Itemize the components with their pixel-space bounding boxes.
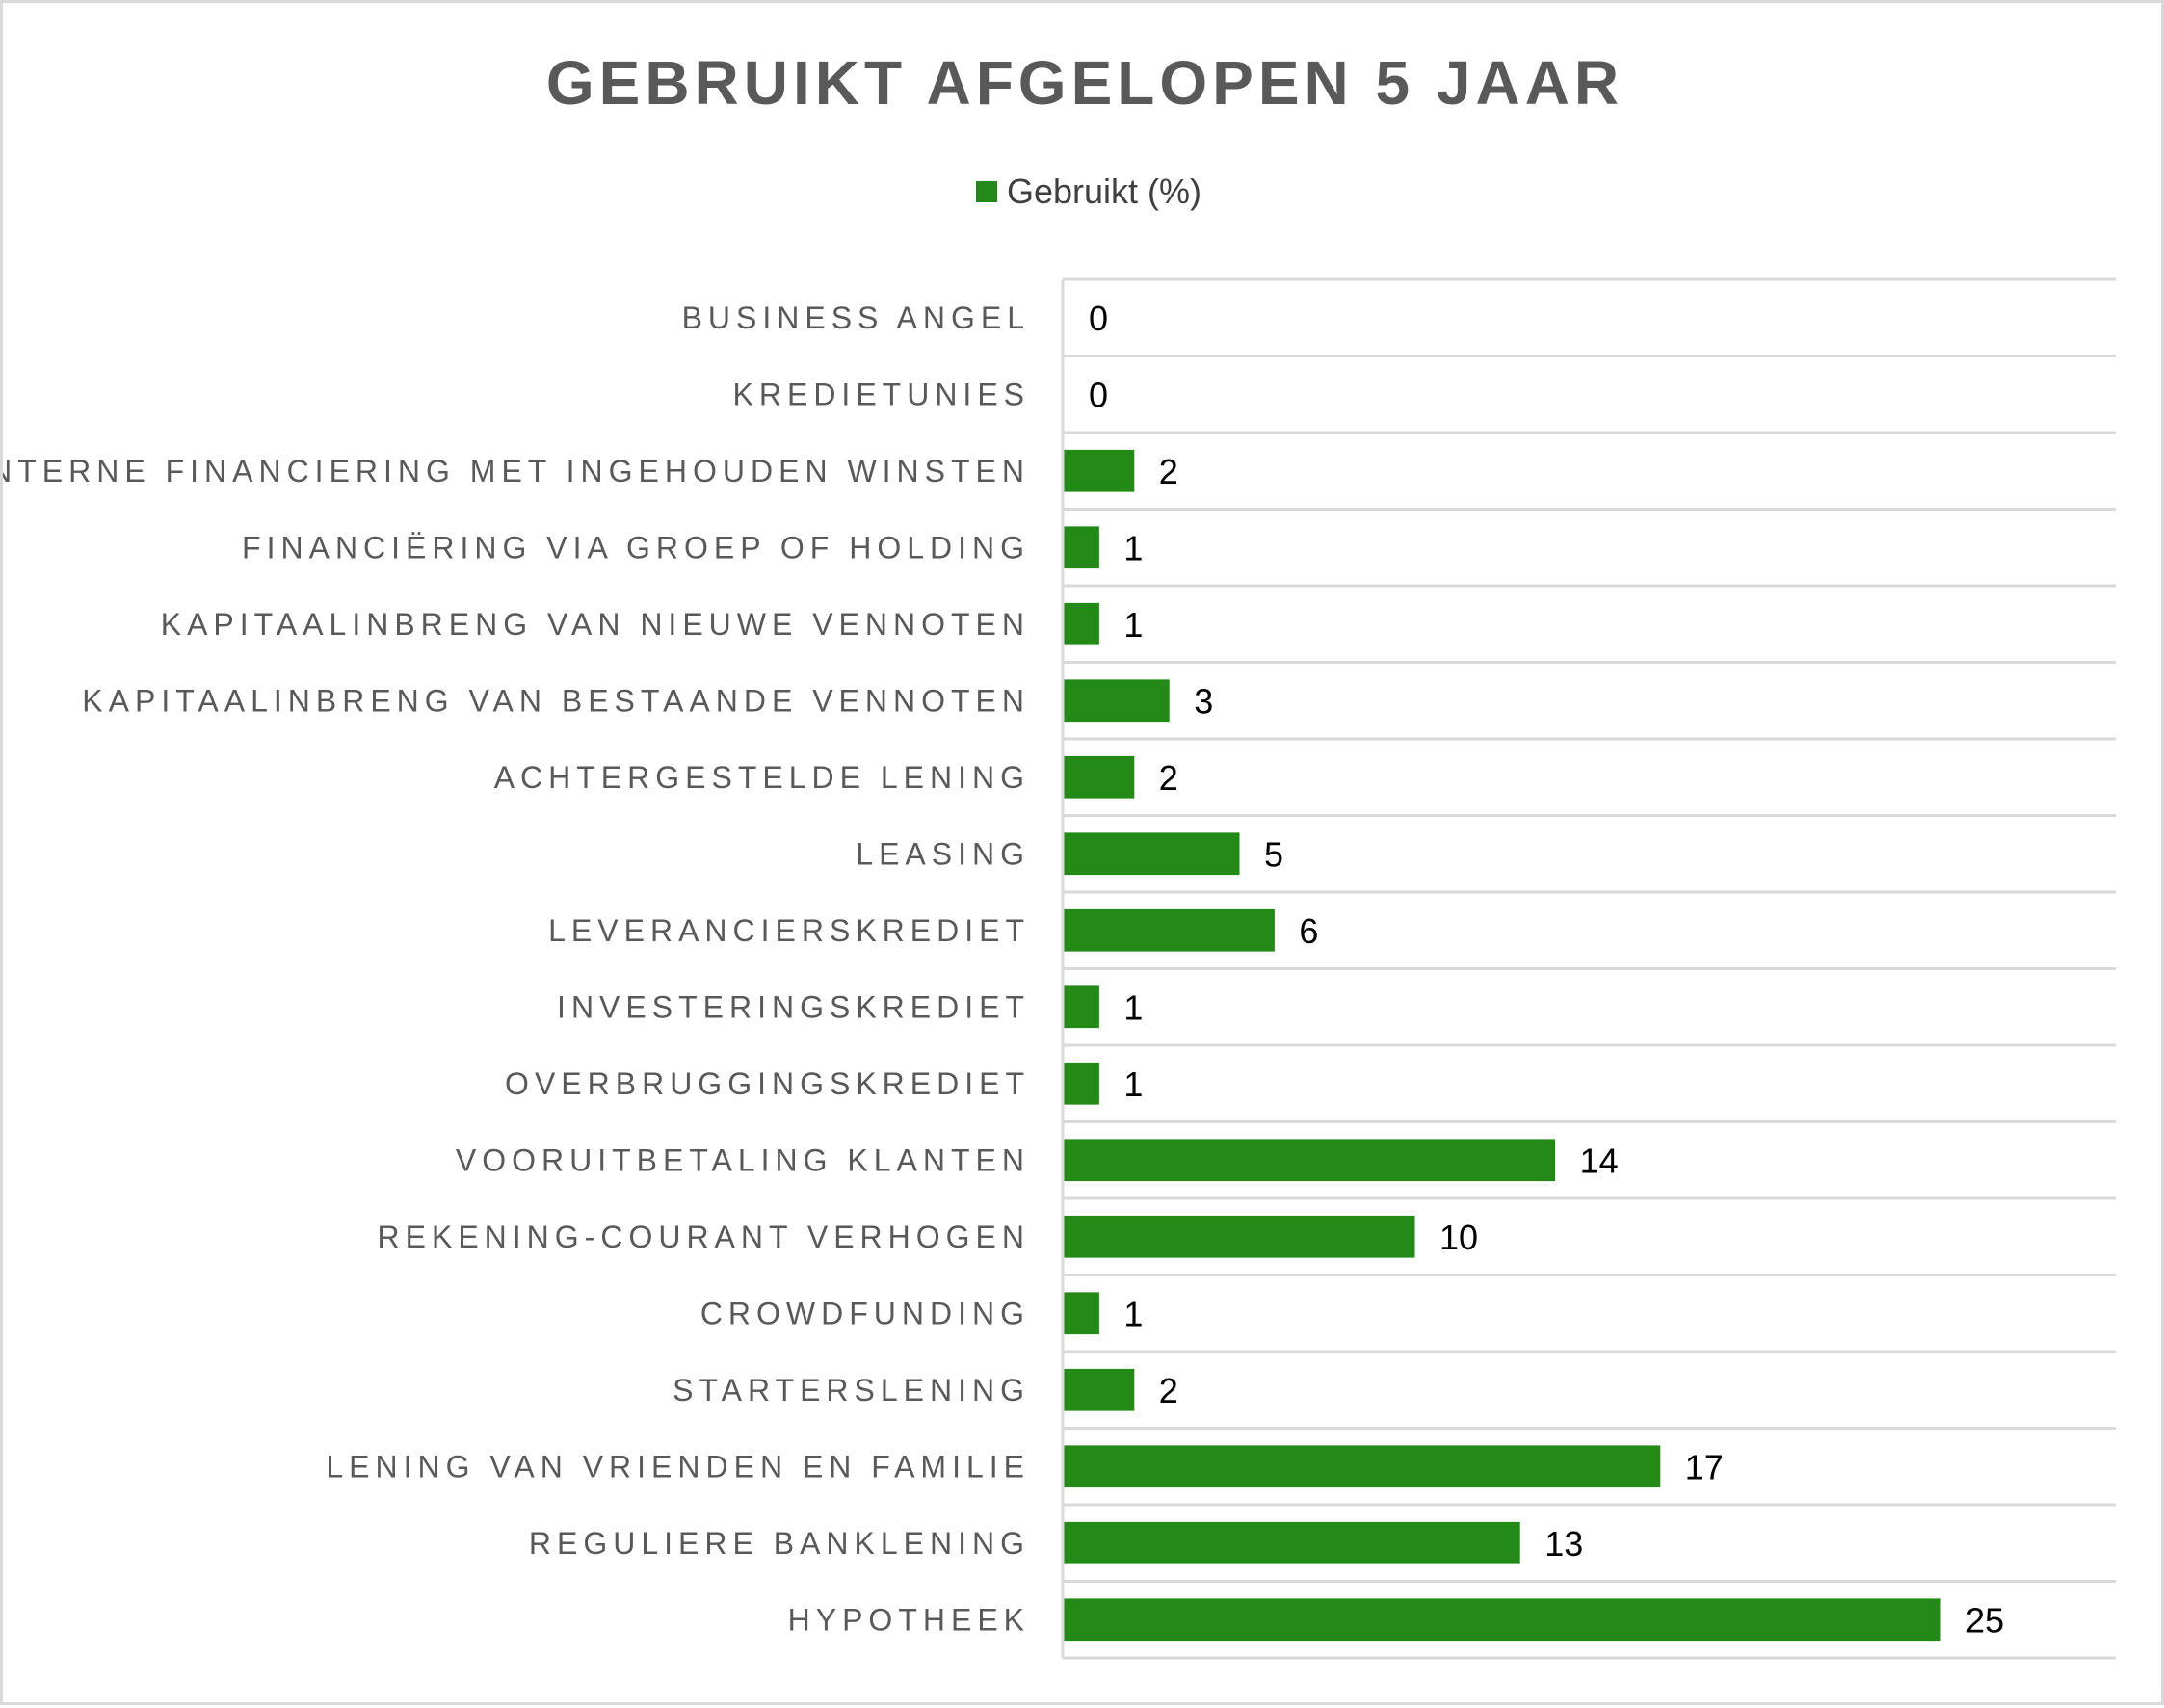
gridlines [1063,277,2116,1660]
bar [1064,1139,1556,1182]
category-label: LEASING [856,836,1030,871]
data-label: 6 [1299,911,1318,951]
data-label: 2 [1159,758,1178,798]
bar [1064,679,1170,723]
legend-label: Gebruikt (%) [1007,171,1201,211]
data-label: 10 [1439,1218,1478,1257]
category-label: KREDIETUNIES [733,377,1030,411]
bar [1064,602,1099,645]
legend: Gebruikt (%) [976,171,1201,211]
category-label: REGULIERE BANKLENING [529,1526,1030,1561]
category-label: VOORUITBETALING KLANTEN [456,1143,1030,1177]
bar [1064,1368,1135,1411]
bar [1064,1062,1099,1105]
category-label: KAPITAALINBRENG VAN BESTAANDE VENNOTEN [82,683,1030,718]
bar [1064,832,1240,876]
bar [1064,449,1135,492]
data-label: 13 [1544,1524,1583,1563]
category-label: LENING VAN VRIENDEN EN FAMILIE [326,1449,1030,1484]
bar [1064,1598,1941,1642]
category-label: BUSINESS ANGEL [682,301,1030,335]
category-label: ACHTERGESTELDE LENING [494,760,1030,795]
data-label: 1 [1123,987,1143,1027]
data-label: 0 [1089,375,1108,414]
data-label: 2 [1159,1371,1178,1410]
category-label: INTERNE FINANCIERING MET INGEHOUDEN WINS… [3,454,1030,488]
category-label: REKENING-COURANT VERHOGEN [378,1220,1030,1254]
category-label: STARTERSLENING [673,1373,1030,1407]
category-label: KAPITAALINBRENG VAN NIEUWE VENNOTEN [161,607,1030,642]
data-label: 25 [1966,1600,2004,1640]
data-label: 1 [1123,605,1143,644]
data-label: 1 [1123,1294,1143,1333]
category-label: INVESTERINGSKREDIET [557,989,1030,1024]
bar [1064,1215,1415,1258]
data-label: 14 [1580,1141,1619,1180]
bars [1064,449,1941,1642]
data-label: 5 [1264,834,1283,874]
data-label: 2 [1159,452,1178,491]
bar [1064,908,1275,952]
category-label: HYPOTHEEK [788,1602,1030,1637]
bar [1064,985,1099,1029]
bar [1064,1445,1661,1488]
category-label: FINANCIËRING VIA GROEP OF HOLDING [242,530,1030,565]
bar [1064,755,1135,799]
bar-chart: GEBRUIKT AFGELOPEN 5 JAAR Gebruikt (%) B… [3,48,2116,1660]
chart-title: GEBRUIKT AFGELOPEN 5 JAAR [546,48,1623,118]
bar [1064,526,1099,569]
data-label: 1 [1123,528,1143,567]
category-label: CROWDFUNDING [700,1296,1030,1330]
bar [1064,1521,1520,1564]
category-label: LEVERANCIERSKREDIET [548,913,1030,948]
data-label: 3 [1194,681,1213,721]
bar [1064,1292,1099,1335]
category-labels: BUSINESS ANGEL KREDIETUNIES INTERNE FINANC… [3,301,1030,1638]
legend-swatch [976,181,997,202]
data-label: 0 [1089,299,1108,338]
category-label: OVERBRUGGINGSKREDIET [505,1066,1030,1101]
data-label: 17 [1685,1447,1724,1486]
data-label: 1 [1123,1064,1143,1104]
